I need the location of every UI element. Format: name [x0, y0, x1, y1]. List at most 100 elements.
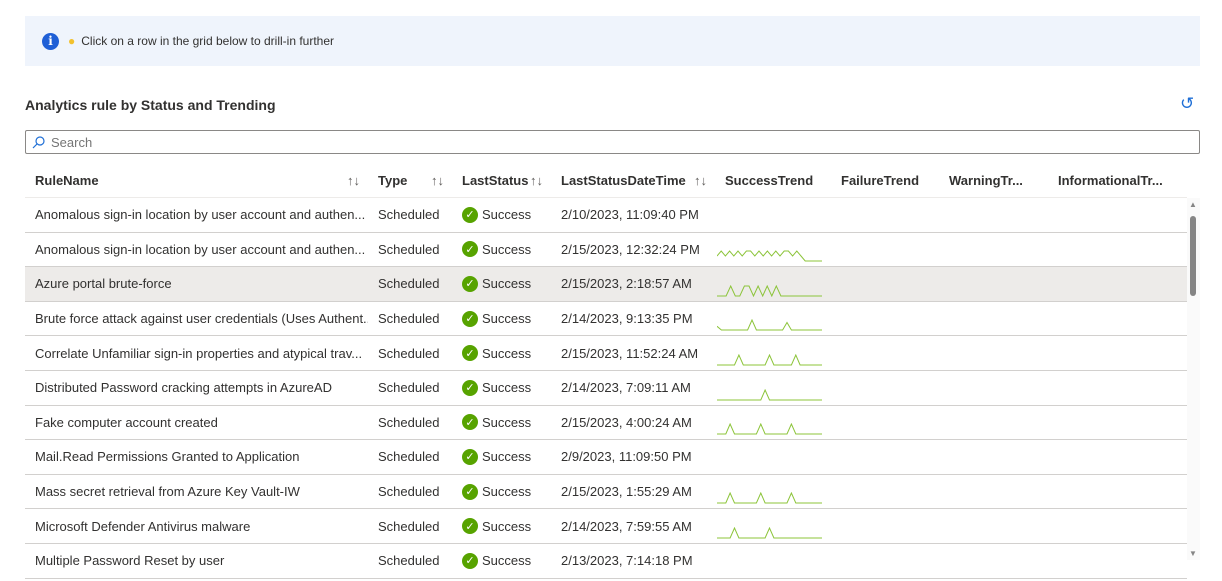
rule-name: Multiple Password Reset by user — [35, 553, 225, 569]
sort-icon[interactable]: ↑↓ — [347, 172, 360, 188]
warning-trend — [939, 475, 1048, 509]
table-row[interactable]: Microsoft Defender Antivirus malware Sch… — [25, 509, 1187, 544]
rule-type: Scheduled — [378, 380, 440, 396]
rule-name: Anomalous sign-in location by user accou… — [35, 207, 366, 223]
success-trend — [715, 371, 831, 405]
status-cell: ✓ Success — [452, 198, 551, 232]
sparkline-path — [717, 492, 822, 504]
rule-type: Scheduled — [378, 276, 440, 292]
informational-trend — [1048, 336, 1187, 370]
status-cell: ✓ Success — [452, 440, 551, 474]
success-trend — [715, 406, 831, 440]
sparkline — [717, 284, 822, 297]
column-header[interactable]: RuleName ↑↓ — [35, 172, 360, 188]
rules-grid: RuleName ↑↓ Type ↑↓ LastStatus ↑↓ LastStatusDa… — [25, 163, 1187, 579]
status-cell: ✓ Success — [452, 406, 551, 440]
scroll-up-icon[interactable]: ▲ — [1189, 200, 1197, 209]
success-check-icon: ✓ — [462, 241, 478, 258]
informational-trend — [1048, 198, 1187, 232]
status-datetime: 2/15/2023, 12:32:24 PM — [561, 241, 700, 257]
column-header[interactable]: InformationalTr... — [1058, 172, 1163, 188]
status-cell: ✓ Success — [452, 336, 551, 370]
status-datetime: 2/14/2023, 9:13:35 PM — [561, 311, 693, 327]
rule-name: Correlate Unfamiliar sign-in properties … — [35, 345, 363, 361]
success-trend — [715, 509, 831, 543]
column-header[interactable]: SuccessTrend — [725, 172, 814, 188]
sort-icon[interactable]: ↑↓ — [694, 172, 707, 188]
grid-header: RuleName ↑↓ Type ↑↓ LastStatus ↑↓ LastStatusDa… — [25, 163, 1187, 198]
status-cell: ✓ Success — [452, 509, 551, 543]
sparkline-path — [717, 388, 822, 401]
sparkline — [717, 353, 822, 366]
sparkline — [717, 458, 823, 470]
warning-trend — [939, 198, 1048, 232]
scroll-down-icon[interactable]: ▼ — [1189, 549, 1197, 558]
sparkline — [717, 216, 823, 228]
column-header[interactable]: FailureTrend — [841, 172, 920, 188]
success-trend — [715, 198, 831, 232]
status-cell: ✓ Success — [452, 544, 551, 578]
rule-name: Fake computer account created — [35, 414, 218, 430]
rule-name: Azure portal brute-force — [35, 276, 172, 292]
warning-trend — [939, 371, 1048, 405]
failure-trend — [831, 198, 939, 232]
failure-trend — [831, 336, 939, 370]
table-row[interactable]: Correlate Unfamiliar sign-in properties … — [25, 336, 1187, 371]
column-header[interactable]: LastStatus ↑↓ — [462, 172, 543, 188]
success-check-icon: ✓ — [462, 552, 478, 569]
warning-trend — [939, 440, 1048, 474]
informational-trend — [1048, 233, 1187, 267]
success-trend — [715, 440, 831, 474]
warning-trend — [939, 544, 1048, 578]
informational-trend — [1048, 509, 1187, 543]
section-title: Analytics rule by Status and Trending — [25, 97, 276, 113]
failure-trend — [831, 509, 939, 543]
sparkline — [717, 492, 822, 504]
status-datetime: 2/15/2023, 4:00:24 AM — [561, 414, 692, 430]
banner-text: Click on a row in the grid below to dril… — [81, 34, 335, 48]
column-header[interactable]: LastStatusDateTime ↑↓ — [561, 172, 707, 188]
rule-name: Mail.Read Permissions Granted to Applica… — [35, 449, 300, 465]
rule-type: Scheduled — [378, 414, 440, 430]
success-check-icon: ✓ — [462, 379, 478, 396]
informational-trend — [1048, 475, 1187, 509]
table-row[interactable]: Azure portal brute-force Scheduled ✓ Succ… — [25, 267, 1187, 302]
table-row[interactable]: Distributed Password cracking attempts i… — [25, 371, 1187, 406]
table-row[interactable]: Brute force attack against user credenti… — [25, 302, 1187, 337]
table-row[interactable]: Fake computer account created Scheduled … — [25, 406, 1187, 441]
success-check-icon: ✓ — [462, 310, 478, 327]
status-datetime: 2/15/2023, 1:55:29 AM — [561, 484, 692, 500]
informational-trend — [1048, 406, 1187, 440]
success-check-icon: ✓ — [462, 414, 478, 431]
rule-type: Scheduled — [378, 484, 440, 500]
table-row[interactable]: Mail.Read Permissions Granted to Applica… — [25, 440, 1187, 475]
success-check-icon: ✓ — [462, 483, 478, 500]
success-trend — [715, 267, 831, 301]
table-row[interactable]: Anomalous sign-in location by user accou… — [25, 198, 1187, 233]
table-row[interactable]: Mass secret retrieval from Azure Key Vau… — [25, 475, 1187, 510]
rule-type: Scheduled — [378, 449, 440, 465]
column-header[interactable]: WarningTr... — [949, 172, 1023, 188]
table-row[interactable]: Multiple Password Reset by user Schedule… — [25, 544, 1187, 579]
sparkline — [717, 250, 822, 262]
column-header[interactable]: Type ↑↓ — [378, 172, 444, 188]
status-cell: ✓ Success — [452, 371, 551, 405]
sparkline-path — [717, 423, 822, 435]
table-row[interactable]: Anomalous sign-in location by user accou… — [25, 233, 1187, 268]
status-datetime: 2/15/2023, 11:52:24 AM — [561, 345, 699, 361]
scrollbar-thumb[interactable] — [1190, 216, 1196, 296]
status-datetime: 2/14/2023, 7:09:11 AM — [561, 380, 691, 396]
success-check-icon: ✓ — [462, 275, 478, 292]
refresh-icon[interactable]: ↺ — [1180, 94, 1195, 113]
info-banner: i ● Click on a row in the grid below to … — [25, 16, 1200, 66]
failure-trend — [831, 544, 939, 578]
sparkline-path — [717, 319, 822, 331]
search-input[interactable] — [51, 134, 1151, 150]
vertical-scrollbar[interactable]: ▲ ▼ — [1187, 198, 1200, 560]
sort-icon[interactable]: ↑↓ — [530, 172, 543, 188]
sort-icon[interactable]: ↑↓ — [431, 172, 444, 188]
informational-trend — [1048, 544, 1187, 578]
status-datetime: 2/14/2023, 7:59:55 AM — [561, 518, 692, 534]
search-box[interactable] — [25, 130, 1200, 154]
success-trend — [715, 233, 831, 267]
